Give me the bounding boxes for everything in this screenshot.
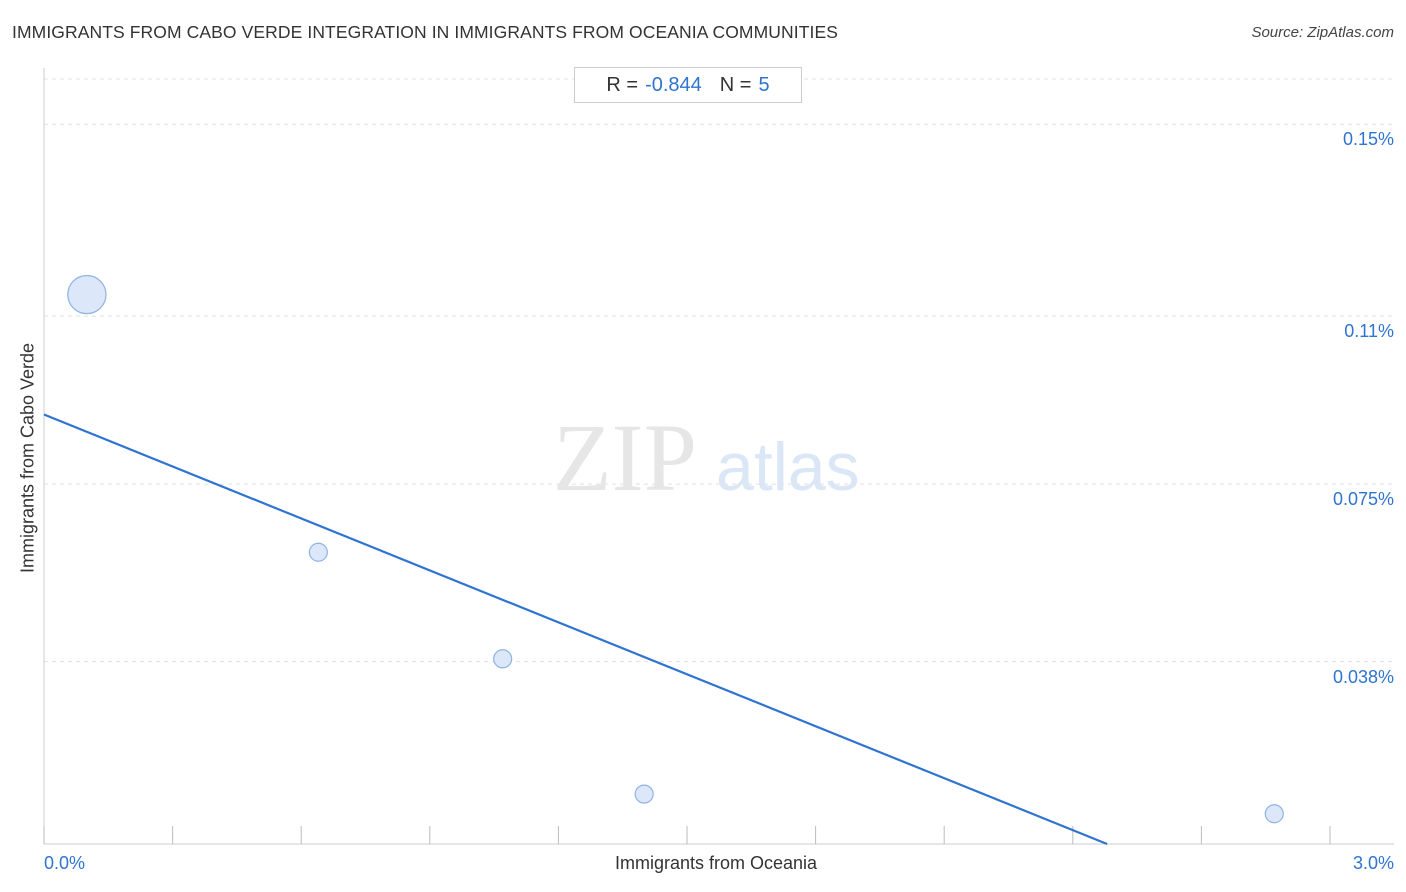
x-axis-label: Immigrants from Oceania bbox=[614, 853, 818, 873]
x-tick-label-max: 3.0% bbox=[1352, 853, 1394, 873]
trendline bbox=[43, 413, 1108, 846]
y-tick-label-0: 0.15% bbox=[1342, 129, 1394, 150]
r-label: R = bbox=[606, 73, 639, 96]
n-value: 5 bbox=[758, 73, 770, 96]
data-point-4 bbox=[1264, 804, 1284, 824]
chart-source: Source: ZipAtlas.com bbox=[1251, 24, 1394, 41]
r-value: -0.844 bbox=[645, 73, 702, 96]
n-label: N = bbox=[719, 73, 752, 96]
data-point-0 bbox=[67, 274, 107, 315]
trendline-group bbox=[43, 413, 1108, 846]
data-point-2 bbox=[493, 649, 513, 669]
y-axis-label: Immigrants from Cabo Verde bbox=[17, 342, 38, 574]
correlation-stats-box: R = -0.844 N = 5 bbox=[574, 67, 802, 103]
watermark-atlas: atlas bbox=[716, 429, 860, 505]
gridlines bbox=[44, 78, 1394, 663]
y-tick-label-2: 0.075% bbox=[1332, 489, 1394, 510]
watermark-zip: ZIP bbox=[553, 404, 697, 511]
y-tick-label-3: 0.038% bbox=[1332, 666, 1394, 687]
data-point-1 bbox=[308, 542, 328, 562]
axes bbox=[43, 68, 1394, 845]
x-tick-label-min: 0.0% bbox=[44, 853, 86, 873]
y-tick-label-1: 0.11% bbox=[1344, 321, 1394, 342]
chart-title: IMMIGRANTS FROM CABO VERDE INTEGRATION I… bbox=[12, 22, 839, 42]
data-point-3 bbox=[634, 784, 654, 804]
zipatlas-watermark: ZIP atlas bbox=[553, 404, 860, 511]
data-points bbox=[67, 274, 1284, 824]
